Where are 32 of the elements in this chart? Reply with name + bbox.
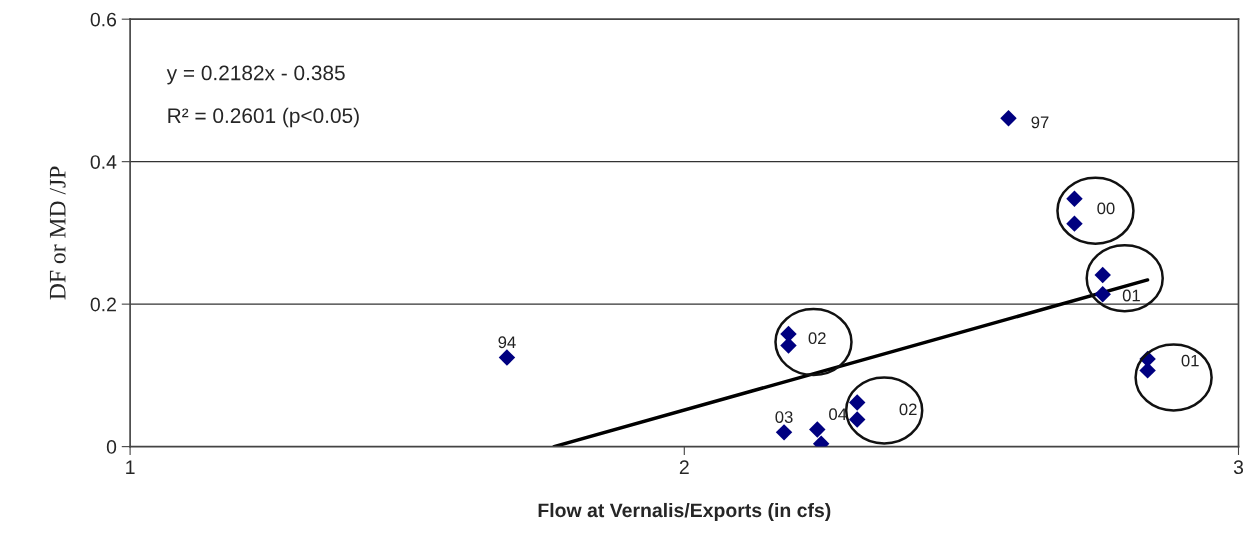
point (1094, 266, 1111, 284)
annotation: 01 (1122, 289, 1140, 302)
point (848, 411, 866, 428)
x-tick-label: 3 (1233, 460, 1244, 475)
annotation: y = 0.2182x - 0.385 (166, 65, 345, 85)
point (1094, 285, 1111, 303)
annotation: 03 (775, 411, 793, 423)
annotation: 01 (1181, 354, 1199, 367)
point (848, 394, 866, 411)
y-tick-label: 0 (106, 440, 117, 454)
point (1139, 362, 1156, 379)
point (498, 349, 516, 366)
point (780, 337, 797, 354)
x-axis-title: Flow at Vernalis/Exports (in cfs) (538, 502, 831, 522)
annotation: 00 (1097, 202, 1115, 215)
annotation: 02 (899, 403, 917, 416)
y-tick-label: 0.4 (90, 155, 117, 169)
annotation: 02 (808, 332, 826, 345)
annotation: 04 (829, 408, 847, 421)
point (1066, 215, 1083, 232)
x-tick-label: 2 (679, 460, 689, 474)
point (1066, 190, 1083, 207)
y-tick-label: 0.2 (90, 297, 116, 312)
y-tick-label: 0.6 (90, 12, 117, 27)
y-axis-title: DF or MD /JP (49, 166, 66, 300)
x-tick-label: 1 (126, 460, 135, 474)
point (775, 424, 793, 441)
point (809, 421, 826, 438)
point (1000, 109, 1017, 127)
annotation: 97 (1031, 116, 1049, 129)
annotation: R² = 0.2601 (p<0.05) (168, 107, 359, 128)
annotation: 94 (498, 336, 516, 349)
